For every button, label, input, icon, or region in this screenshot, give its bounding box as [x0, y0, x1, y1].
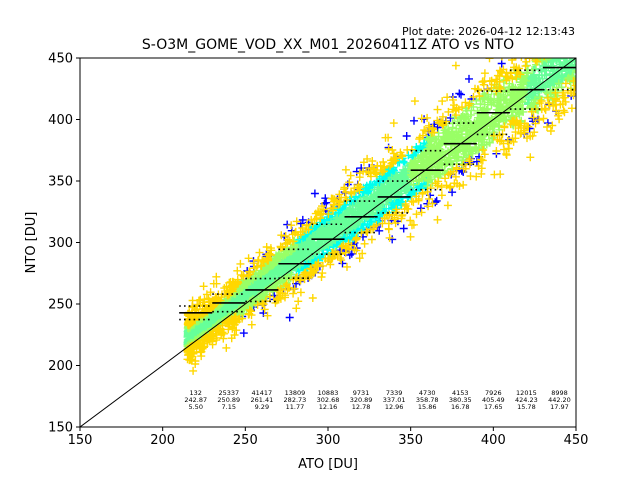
x-axis-label: ATO [DU] [298, 457, 358, 472]
bin-count-label: 12015 [516, 389, 537, 397]
y-tick-label: 300 [48, 236, 73, 251]
bin-count-label: 132 [190, 389, 202, 397]
plot-date: Plot date: 2026-04-12 12:13:43 [402, 25, 575, 38]
bin-mean-label: 250.89 [217, 396, 240, 404]
bin-mean-label: 302.68 [317, 396, 340, 404]
y-tick-label: 200 [48, 359, 73, 374]
chart-title: S-O3M_GOME_VOD_XX_M01_20260411Z ATO vs N… [142, 37, 514, 53]
bin-mean-label: 282.73 [284, 396, 307, 404]
reference-line [80, 58, 576, 427]
bin-std-label: 11.77 [286, 403, 305, 411]
scatter-points [183, 58, 576, 375]
x-tick-label: 400 [481, 433, 506, 448]
bin-std-label: 12.16 [319, 403, 338, 411]
x-tick-label: 150 [68, 433, 93, 448]
bin-mean-label: 320.89 [350, 396, 373, 404]
reference-line-layer [80, 58, 576, 427]
x-tick-label: 250 [233, 433, 258, 448]
bin-count-label: 25337 [218, 389, 239, 397]
bin-std-label: 12.78 [352, 403, 371, 411]
x-tick-label: 300 [316, 433, 341, 448]
bin-std-label: 17.97 [550, 403, 569, 411]
bin-mean-label: 261.41 [250, 396, 273, 404]
bin-mean-label: 380.35 [449, 396, 472, 404]
y-tick-label: 250 [48, 298, 73, 313]
bin-std-label: 15.86 [418, 403, 437, 411]
axes: 150 200 250 300 350 400 450 150 200 250 300 350 400 4… [48, 52, 588, 449]
x-tick-label: 350 [398, 433, 423, 448]
y-tick-label: 400 [48, 113, 73, 128]
bin-std-label: 7.15 [222, 403, 236, 411]
bin-mean-label: 242.87 [184, 396, 207, 404]
bin-count-label: 41417 [252, 389, 273, 397]
bin-std-label: 12.96 [385, 403, 404, 411]
bin-mean-label: 358.78 [416, 396, 439, 404]
bin-count-label: 9731 [353, 389, 370, 397]
bin-std-label: 15.78 [517, 403, 536, 411]
bin-count-label: 7339 [386, 389, 403, 397]
bin-count-label: 10883 [318, 389, 339, 397]
bin-count-label: 13809 [285, 389, 306, 397]
bin-count-label: 7926 [485, 389, 502, 397]
bin-std-label: 16.78 [451, 403, 470, 411]
bin-statistics: 132242.875.5025337250.897.1541417261.419… [179, 66, 576, 411]
bin-mean-label: 405.49 [482, 396, 505, 404]
x-tick-label: 200 [150, 433, 175, 448]
bin-mean-label: 442.20 [548, 396, 571, 404]
scatter-points-99ff66 [183, 58, 576, 352]
bin-count-label: 8998 [551, 389, 568, 397]
bin-std-label: 17.65 [484, 403, 503, 411]
y-tick-label: 150 [48, 421, 73, 436]
bin-std-label: 9.29 [255, 403, 269, 411]
bin-mean-label: 424.23 [515, 396, 538, 404]
bin-count-label: 4730 [419, 389, 436, 397]
y-tick-label: 450 [48, 52, 73, 67]
bin-mean-label: 337.01 [383, 396, 406, 404]
y-tick-label: 350 [48, 175, 73, 190]
x-tick-label: 450 [564, 433, 589, 448]
bin-count-label: 4153 [452, 389, 469, 397]
bin-std-label: 5.50 [188, 403, 202, 411]
y-axis-label: NTO [DU] [24, 212, 39, 274]
